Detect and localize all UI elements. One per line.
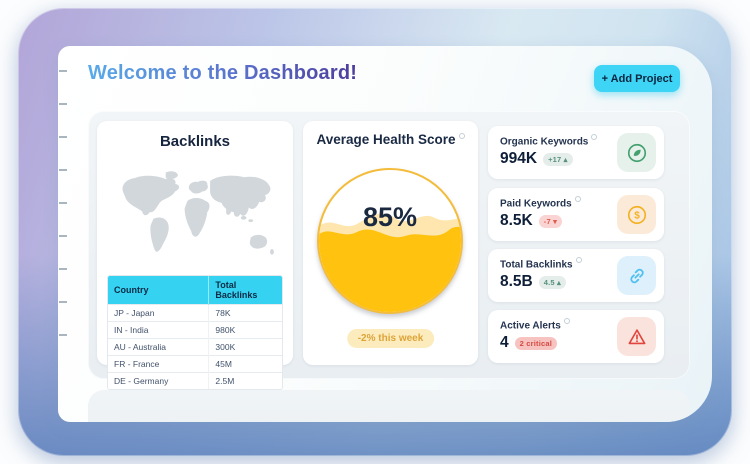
- health-score-title: Average Health Score: [303, 132, 478, 147]
- table-header-row: Country Total Backlinks: [108, 276, 282, 305]
- stat-label: Total Backlinks: [500, 257, 582, 270]
- stat-card-total-backlinks[interactable]: Total Backlinks 8.5B 4.5 ▴: [488, 249, 664, 302]
- stat-label: Paid Keywords: [500, 196, 581, 209]
- health-score-value: 85%: [362, 202, 418, 232]
- cell-total: 45M: [208, 355, 282, 373]
- stat-value: 8.5K: [500, 212, 533, 229]
- stat-label-text: Organic Keywords: [500, 136, 589, 148]
- cell-country: FR - France: [108, 355, 209, 373]
- cell-country: AU - Australia: [108, 338, 209, 356]
- stat-label: Active Alerts: [500, 318, 570, 331]
- add-project-button[interactable]: + Add Project: [594, 65, 680, 92]
- info-icon[interactable]: [458, 132, 465, 139]
- critical-badge: 2 critical: [514, 336, 558, 350]
- change-badge: +17 ▴: [543, 152, 573, 166]
- stat-value: 994K: [500, 150, 538, 167]
- info-icon[interactable]: [591, 134, 598, 140]
- link-icon: [617, 256, 656, 295]
- stat-value: 8.5B: [500, 273, 533, 290]
- next-section-panel: [88, 390, 690, 422]
- backlinks-panel: Backlinks: [97, 121, 293, 390]
- backlinks-table: Country Total Backlinks JP - Japan 78K I…: [107, 275, 283, 390]
- backlinks-title: Backlinks: [159, 133, 231, 150]
- change-badge: 4.5 ▴: [538, 275, 567, 289]
- cell-country: IN - India: [108, 321, 209, 339]
- info-icon[interactable]: [575, 257, 582, 263]
- world-map: [122, 171, 274, 255]
- table-row: FR - France 45M: [108, 355, 282, 373]
- alert-warning-icon: [617, 317, 656, 356]
- stat-value: 4: [500, 334, 509, 351]
- stat-label-text: Paid Keywords: [500, 198, 572, 210]
- cell-total: 2.5M: [208, 372, 282, 389]
- cell-country: JP - Japan: [108, 304, 209, 322]
- page-title: Welcome to the Dashboard!: [88, 62, 358, 84]
- stat-label: Organic Keywords: [500, 134, 598, 148]
- cell-country: DE - Germany: [108, 372, 209, 389]
- stat-label-text: Active Alerts: [500, 320, 561, 332]
- trend-badge: -2% this week: [346, 329, 435, 348]
- stat-card-active-alerts[interactable]: Active Alerts 4 2 critical: [488, 310, 664, 363]
- column-header-country: Country: [108, 276, 209, 305]
- stat-card-paid-keywords[interactable]: Paid Keywords 8.5K -7 ▾ $: [488, 188, 664, 241]
- health-score-panel: Average Health Score 85% -2% this week: [303, 121, 478, 365]
- dashboard-card: Welcome to the Dashboard! + Add Project …: [58, 46, 712, 422]
- stat-card-organic-keywords[interactable]: Organic Keywords 994K +17 ▴: [488, 126, 664, 179]
- leaf-icon: [617, 133, 656, 172]
- dollar-coin-icon: $: [617, 195, 656, 234]
- notebook-ticks: [59, 70, 67, 345]
- svg-text:$: $: [634, 210, 640, 221]
- cell-total: 78K: [208, 304, 282, 322]
- table-row: JP - Japan 78K: [108, 304, 282, 322]
- liquid-wave-icon: [319, 213, 461, 312]
- health-score-title-text: Average Health Score: [316, 132, 456, 147]
- info-icon[interactable]: [563, 318, 570, 324]
- change-badge: -7 ▾: [538, 214, 563, 228]
- cell-total: 980K: [208, 321, 282, 339]
- table-row: IN - India 980K: [108, 321, 282, 339]
- table-row: DE - Germany 2.5M: [108, 372, 282, 389]
- info-icon[interactable]: [574, 196, 581, 202]
- widgets-panel: Backlinks: [88, 111, 690, 390]
- stat-label-text: Total Backlinks: [500, 259, 573, 271]
- cell-total: 300K: [208, 338, 282, 356]
- column-header-total: Total Backlinks: [208, 276, 282, 305]
- health-score-gauge: 85%: [317, 168, 463, 314]
- table-row: AU - Australia 300K: [108, 338, 282, 356]
